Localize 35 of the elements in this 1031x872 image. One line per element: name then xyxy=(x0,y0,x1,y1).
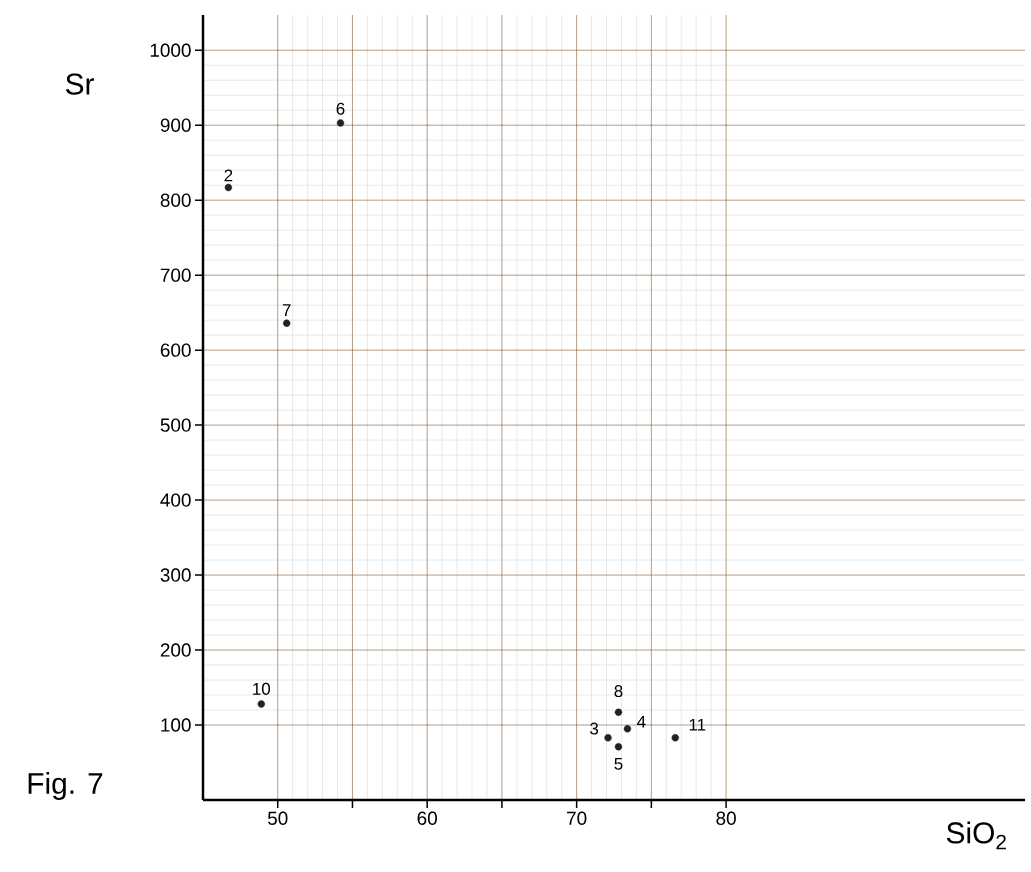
y-tick-label: 900 xyxy=(160,118,191,132)
point xyxy=(283,319,291,327)
annotation: 8 xyxy=(614,685,623,698)
point xyxy=(623,725,632,733)
y-tick-label: 500 xyxy=(160,418,191,432)
annotation: 11 xyxy=(689,718,706,731)
y-tick-label: 800 xyxy=(160,193,191,207)
y-tick-label: 400 xyxy=(160,493,191,507)
annotation: 7 xyxy=(282,304,291,316)
annotation: 4 xyxy=(637,715,646,728)
annotation: 10 xyxy=(253,682,271,695)
point xyxy=(336,119,345,127)
annotation: 6 xyxy=(336,102,345,115)
y-tick-label: 300 xyxy=(160,568,191,582)
caption: Fig. 7 xyxy=(28,772,103,800)
point xyxy=(614,743,623,751)
annotation: 5 xyxy=(614,757,623,770)
annotation: 3 xyxy=(590,722,599,735)
x-tick-label: 60 xyxy=(417,811,437,825)
y-tick-label: 1000 xyxy=(150,43,191,57)
y-tick-label: 100 xyxy=(161,718,191,732)
point xyxy=(604,734,612,742)
point xyxy=(614,708,623,716)
x-tick-label: 70 xyxy=(567,811,587,825)
point xyxy=(257,700,265,708)
point xyxy=(671,734,679,742)
y-tick-label: 700 xyxy=(160,268,191,282)
x-tick-label: 80 xyxy=(716,811,736,825)
point xyxy=(224,183,233,192)
annotation: 2 xyxy=(224,169,233,182)
y-tick-label: 600 xyxy=(160,343,191,357)
x-tick-label: 50 xyxy=(267,811,288,825)
y-axis-title: Sr xyxy=(65,73,94,95)
y-tick-label: 200 xyxy=(160,643,191,657)
x-axis-title: SiO$_{2}$ xyxy=(946,821,1006,850)
